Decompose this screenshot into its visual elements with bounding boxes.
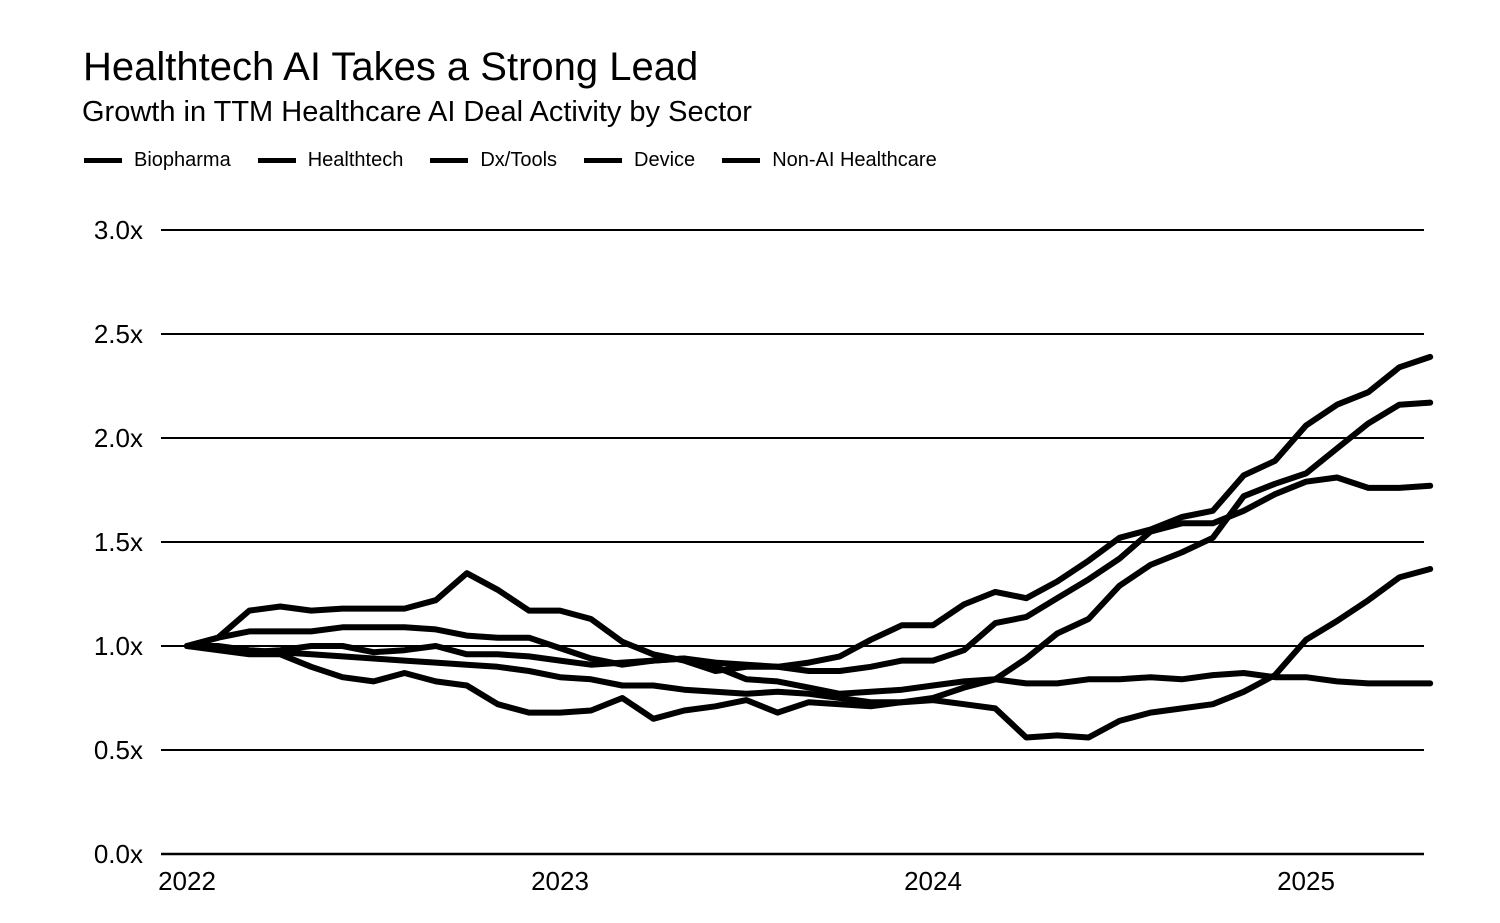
legend-item-non-ai-healthcare: Non-AI Healthcare (722, 147, 937, 173)
series-line-healthtech (184, 353, 1434, 674)
legend-item-biopharma: Biopharma (84, 147, 231, 173)
x-tick-label: 2025 (1277, 866, 1335, 896)
legend-swatch-biopharma (84, 157, 122, 163)
legend-label-device: Device (634, 149, 696, 171)
chart-subtitle: Growth in TTM Healthcare AI Deal Activit… (82, 96, 752, 128)
series-line-device (184, 566, 1434, 741)
y-tick-label: 1.0x (94, 631, 143, 661)
y-tick-label: 3.0x (94, 215, 143, 245)
series-line-dx-tools (184, 474, 1434, 674)
y-tick-label: 0.0x (94, 839, 143, 869)
x-tick-label: 2024 (904, 866, 962, 896)
x-tick-label: 2023 (531, 866, 589, 896)
legend-swatch-dx-tools (430, 157, 469, 163)
legend-label-healthtech: Healthtech (307, 149, 404, 171)
legend: Biopharma Healthtech Dx/Tools Device Non… (84, 147, 964, 173)
legend-item-dx-tools: Dx/Tools (430, 147, 557, 173)
y-tick-label: 0.5x (94, 735, 143, 765)
legend-item-device: Device (584, 147, 695, 173)
legend-label-dx-tools: Dx/Tools (480, 149, 558, 171)
x-tick-label: 2022 (158, 866, 216, 896)
legend-swatch-healthtech (257, 157, 296, 163)
y-tick-label: 1.5x (94, 527, 143, 557)
series-line-biopharma (184, 399, 1434, 706)
series-line-non-ai-healthcare (184, 643, 1434, 697)
chart-title: Healthtech AI Takes a Strong Lead (83, 45, 699, 89)
legend-label-biopharma: Biopharma (134, 149, 231, 171)
legend-label-non-ai-healthcare: Non-AI Healthcare (772, 149, 937, 171)
y-tick-label: 2.5x (94, 319, 143, 349)
legend-item-healthtech: Healthtech (257, 147, 404, 173)
y-tick-label: 2.0x (94, 423, 143, 453)
legend-swatch-device (584, 157, 623, 163)
legend-swatch-non-ai-healthcare (722, 157, 761, 163)
